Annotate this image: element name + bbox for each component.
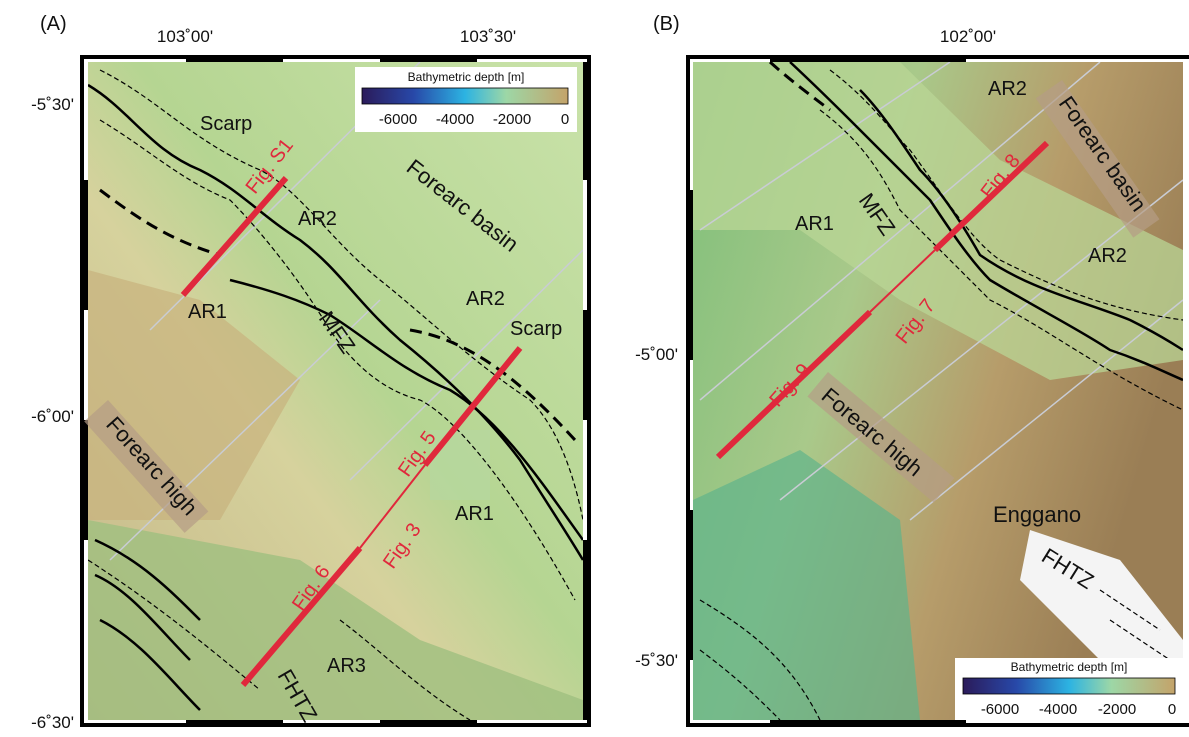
colorbar-tick: -4000	[1039, 701, 1077, 718]
colorbar-tick: -2000	[1098, 701, 1136, 718]
colorbar: Bathymetric depth [m] -6000 -4000 -2000 …	[955, 658, 1183, 720]
panel-a: (A) 103˚00' 103˚30' -5˚30' -6˚00' -6˚30'…	[31, 13, 591, 732]
profile-lines	[180, 176, 523, 687]
annotation: AR1	[188, 301, 227, 323]
colorbar: Bathymetric depth [m] -6000 -4000 -2000 …	[355, 67, 577, 132]
map-a	[88, 62, 583, 720]
annotation: AR1	[455, 503, 494, 525]
annotation: Scarp	[200, 113, 252, 135]
frame-ticks	[686, 55, 966, 727]
map-b	[693, 62, 1183, 720]
annotation: Scarp	[510, 318, 562, 340]
colorbar-ramp	[361, 87, 569, 105]
y-coord-label: -5˚30'	[635, 651, 678, 670]
y-coord-label: -5˚30'	[31, 95, 74, 114]
label-backdrop	[1035, 80, 1160, 238]
x-coord-label: 102˚00'	[940, 27, 996, 46]
panel-label: (A)	[40, 13, 67, 35]
colorbar-title: Bathymetric depth [m]	[408, 70, 525, 84]
profile-lines	[715, 140, 1050, 460]
colorbar-tick: -2000	[493, 111, 531, 128]
x-coord-label: 103˚00'	[157, 27, 213, 46]
label-backdrop	[84, 400, 209, 533]
colorbar-ramp	[962, 677, 1176, 695]
annotation: AR3	[327, 655, 366, 677]
y-coord-label: -6˚30'	[31, 713, 74, 732]
annotation: AR2	[988, 78, 1027, 100]
annotation: AR2	[466, 288, 505, 310]
y-coord-label: -5˚00'	[635, 345, 678, 364]
label-backdrop	[807, 372, 955, 503]
annotation: AR2	[1088, 245, 1127, 267]
frame-ticks	[80, 55, 591, 727]
colorbar-tick: 0	[561, 111, 569, 128]
colorbar-tick: -6000	[981, 701, 1019, 718]
x-coord-label: 103˚30'	[460, 27, 516, 46]
y-coord-label: -6˚00'	[31, 407, 74, 426]
colorbar-tick: -6000	[379, 111, 417, 128]
annotation: AR2	[298, 208, 337, 230]
colorbar-tick: 0	[1168, 701, 1176, 718]
place-label: Enggano	[993, 502, 1081, 527]
colorbar-tick: -4000	[436, 111, 474, 128]
colorbar-title: Bathymetric depth [m]	[1011, 660, 1128, 674]
panel-b: (B) 102˚00' -5˚00' -5˚30' Bathymetric de…	[635, 13, 1189, 727]
annotation: AR1	[795, 213, 834, 235]
panel-label: (B)	[653, 13, 680, 35]
